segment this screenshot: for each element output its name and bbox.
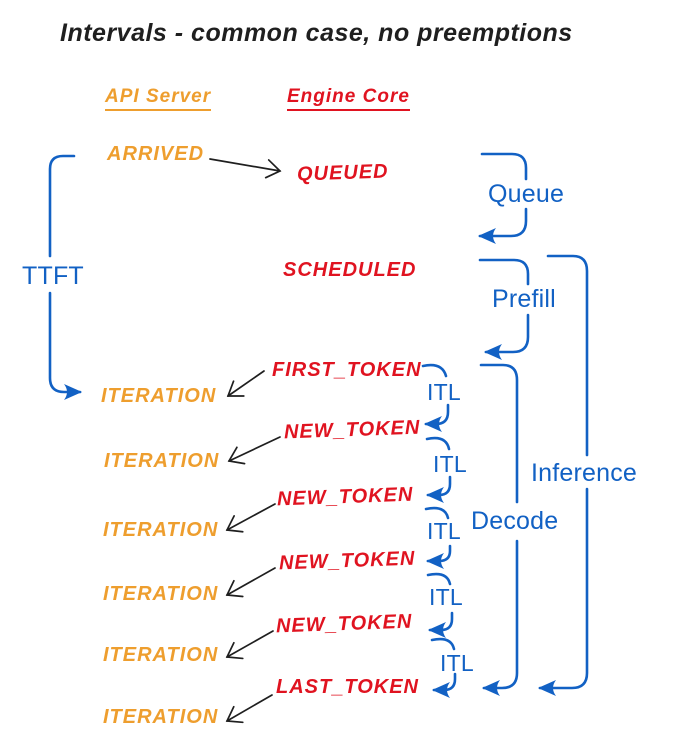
itl-bracket-arrow-3: [426, 544, 452, 569]
interval-label-ttft: TTFT: [22, 262, 84, 290]
event-queued: QUEUED: [296, 160, 389, 186]
itl-bracket-arrow-2: [426, 475, 452, 503]
interval-label-prefill: Prefill: [492, 285, 556, 313]
arrow-new-token-3-to-iteration-4: [225, 567, 276, 598]
itl-bracket-top-4: [426, 572, 452, 586]
arrow-new-token-1-to-iteration-2: [227, 436, 281, 465]
event-new-token-3: NEW_TOKEN: [278, 547, 416, 575]
event-iteration-3: ITERATION: [103, 519, 219, 541]
interval-label-itl-4: ITL: [429, 584, 463, 610]
itl-bracket-top-1: [421, 363, 448, 378]
event-arrived: ARRIVED: [107, 143, 205, 165]
decode-bracket-top: [479, 363, 519, 504]
event-iteration-4: ITERATION: [103, 583, 219, 605]
arrow-arrived-to-queued: [209, 158, 282, 179]
interval-label-itl-2: ITL: [433, 451, 467, 477]
arrow-last-token-to-iteration-6: [225, 694, 273, 724]
interval-label-decode: Decode: [471, 507, 559, 535]
diagram-title: Intervals - common case, no preemptions: [60, 19, 573, 47]
itl-bracket-top-2: [425, 436, 451, 451]
column-header-engine-core: Engine Core: [287, 86, 410, 111]
itl-bracket-top-3: [424, 506, 450, 520]
ttft-bracket-arrow: [48, 291, 82, 400]
event-iteration-5: ITERATION: [103, 644, 219, 666]
itl-bracket-arrow-4: [428, 611, 454, 638]
event-iteration-1: ITERATION: [101, 385, 217, 407]
event-scheduled: SCHEDULED: [283, 259, 417, 281]
interval-label-itl-3: ITL: [427, 518, 461, 544]
event-new-token-1: NEW_TOKEN: [283, 416, 421, 444]
event-first-token: FIRST_TOKEN: [272, 359, 422, 381]
interval-label-queue: Queue: [488, 180, 565, 208]
queue-bracket-arrow: [478, 207, 528, 244]
column-header-api-server: API Server: [105, 86, 212, 111]
interval-label-itl-1: ITL: [427, 379, 461, 405]
arrow-new-token-2-to-iteration-3: [225, 503, 276, 533]
event-iteration-6: ITERATION: [103, 706, 219, 728]
event-new-token-2: NEW_TOKEN: [276, 483, 414, 511]
event-iteration-2: ITERATION: [104, 450, 220, 472]
event-last-token: LAST_TOKEN: [276, 676, 419, 698]
itl-bracket-arrow-1: [424, 403, 450, 432]
interval-label-inference: Inference: [531, 459, 638, 487]
queue-bracket-top: [480, 152, 528, 181]
event-new-token-4: NEW_TOKEN: [275, 610, 413, 638]
decode-bracket-arrow: [482, 539, 519, 696]
prefill-bracket-arrow: [484, 313, 530, 360]
arrow-new-token-4-to-iteration-5: [225, 630, 274, 660]
itl-bracket-top-5: [430, 637, 456, 651]
prefill-bracket-top: [478, 258, 530, 286]
ttft-bracket-top: [48, 154, 76, 258]
interval-label-itl-5: ITL: [440, 650, 474, 676]
arrow-first-token-to-iteration-1: [226, 370, 265, 397]
